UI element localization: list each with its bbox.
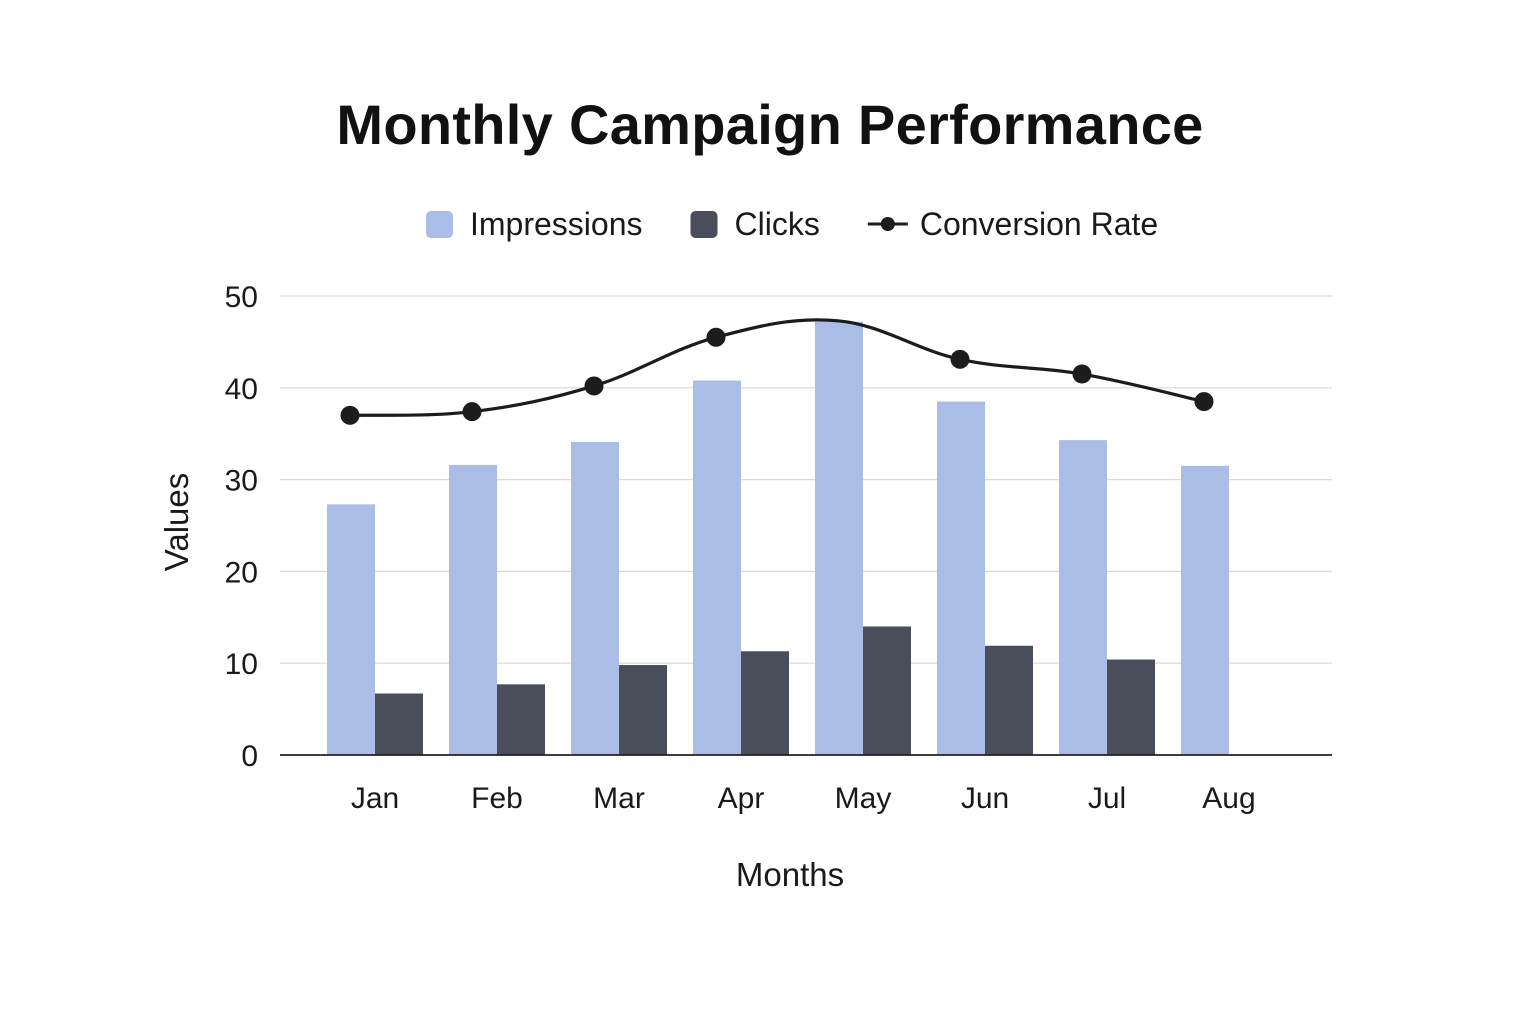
impressions-bar-feb [449, 464, 497, 755]
x-tick-label-jan: Jan [351, 782, 399, 815]
impressions-bar-aug [1181, 465, 1229, 755]
legend-label-impressions: Impressions [470, 206, 643, 242]
x-tick-label-feb: Feb [471, 782, 523, 815]
y-tick-label-40: 40 [225, 373, 258, 406]
legend-swatch-impressions [426, 211, 453, 238]
y-axis-label: Values [158, 473, 195, 571]
clicks-bar-jan [375, 693, 423, 755]
legend-marker-conversion-rate [880, 217, 895, 231]
impressions-bar-may [815, 321, 863, 755]
chart-title: Monthly Campaign Performance [336, 93, 1204, 156]
clicks-bar-jul [1107, 659, 1155, 755]
impressions-bar-mar [571, 441, 619, 755]
legend-item-clicks: Clicks [690, 206, 820, 242]
conversion-rate-point-feb [462, 402, 482, 422]
legend-label-conversion-rate: Conversion Rate [920, 206, 1158, 242]
impressions-bar-apr [693, 380, 741, 755]
bars [327, 321, 1229, 755]
conversion-rate-line [340, 318, 1214, 425]
x-tick-label-may: May [835, 782, 892, 815]
y-tick-label-10: 10 [225, 648, 258, 681]
x-tick-label-jul: Jul [1088, 782, 1126, 815]
clicks-bar-may [863, 626, 911, 755]
conversion-rate-point-aug [1194, 392, 1214, 412]
conversion-rate-point-jul [1072, 364, 1092, 384]
y-tick-label-0: 0 [241, 740, 258, 773]
x-tick-label-mar: Mar [593, 782, 645, 815]
y-tick-label-30: 30 [225, 465, 258, 498]
impressions-bar-jul [1059, 440, 1107, 755]
conversion-rate-point-mar [584, 376, 604, 396]
x-tick-label-apr: Apr [718, 782, 765, 815]
x-axis-label: Months [736, 856, 844, 893]
clicks-bar-apr [741, 651, 789, 755]
x-tick-label-aug: Aug [1202, 782, 1255, 815]
clicks-bar-jun [985, 645, 1033, 755]
legend: Impressions Clicks Conversion Rate [426, 206, 1158, 242]
y-tick-label-20: 20 [225, 556, 258, 589]
impressions-bar-jun [937, 401, 985, 755]
conversion-rate-point-jun [950, 349, 970, 369]
x-tick-labels: Jan Feb Mar Apr May Jun Jul Aug [351, 782, 1256, 815]
legend-item-conversion-rate: Conversion Rate [867, 206, 1158, 242]
conversion-rate-path [348, 318, 1206, 417]
x-tick-label-jun: Jun [961, 782, 1009, 815]
y-tick-label-50: 50 [225, 281, 258, 314]
clicks-bar-feb [497, 684, 545, 755]
legend-label-clicks: Clicks [735, 206, 820, 242]
legend-item-impressions: Impressions [426, 206, 643, 242]
conversion-rate-point-jan [340, 405, 360, 425]
clicks-bar-mar [619, 665, 667, 755]
impressions-bar-jan [327, 504, 375, 755]
grid-lines [280, 295, 1332, 664]
conversion-rate-point-apr [706, 327, 726, 347]
legend-swatch-clicks [690, 211, 718, 238]
y-tick-labels: 0 10 20 30 40 50 [225, 281, 258, 773]
